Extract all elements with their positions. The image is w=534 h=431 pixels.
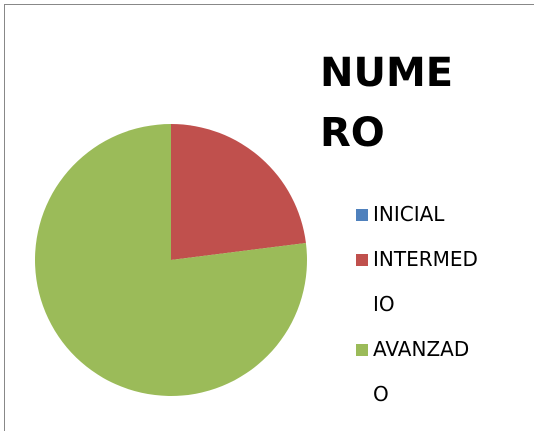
pie-slice <box>35 124 308 396</box>
legend-label: AVANZAD O <box>373 337 469 406</box>
legend-swatch <box>356 254 368 266</box>
pie-slice <box>171 124 306 260</box>
legend-swatch <box>356 344 368 356</box>
legend-label: INICIAL <box>373 202 445 226</box>
legend-swatch <box>356 209 368 221</box>
chart-title: NUME RO <box>320 50 453 156</box>
legend-label: INTERMED IO <box>373 247 478 316</box>
